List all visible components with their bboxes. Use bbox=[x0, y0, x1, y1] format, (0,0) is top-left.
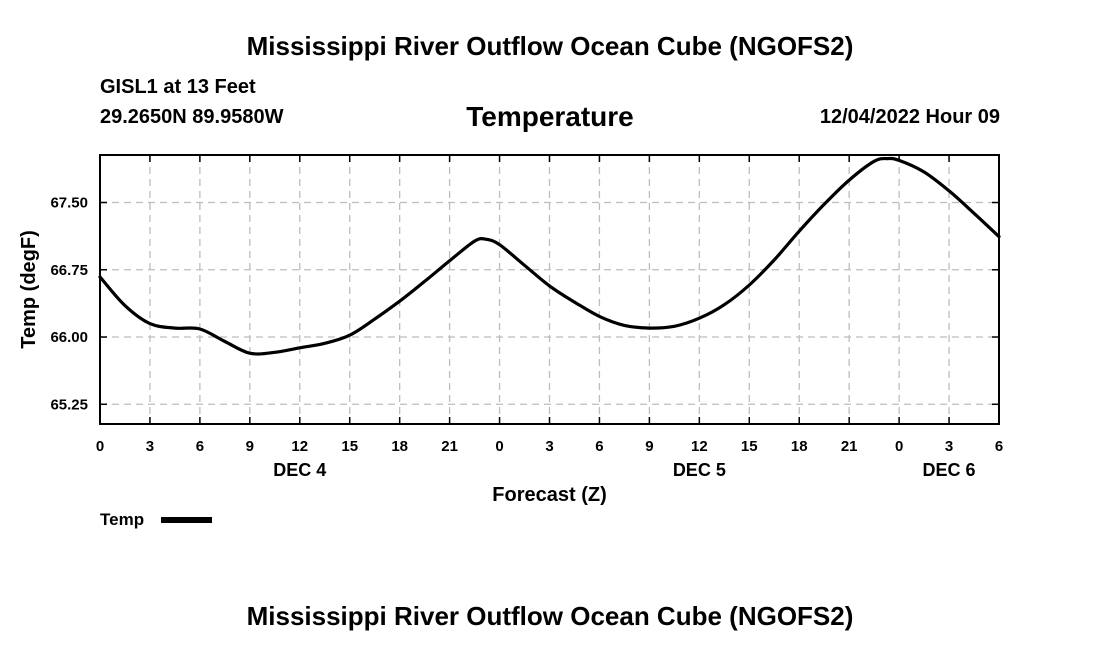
x-tick-label: 12 bbox=[691, 438, 708, 455]
forecast-datetime: 12/04/2022 Hour 09 bbox=[819, 106, 1000, 128]
y-tick-label: 66.75 bbox=[50, 262, 88, 279]
legend-label-temp: Temp bbox=[100, 510, 144, 529]
x-tick-label: 12 bbox=[291, 438, 308, 455]
y-tick-label: 67.50 bbox=[50, 195, 88, 212]
x-tick-label: 6 bbox=[595, 438, 603, 455]
x-tick-label: 3 bbox=[945, 438, 953, 455]
axis-ticks bbox=[99, 155, 1000, 424]
x-tick-label: 0 bbox=[895, 438, 903, 455]
y-tick-label: 65.25 bbox=[50, 396, 88, 413]
x-tick-label: 6 bbox=[196, 438, 204, 455]
x-tick-label: 0 bbox=[495, 438, 503, 455]
station-label: GISL1 at 13 Feet bbox=[100, 76, 256, 98]
x-tick-label: 9 bbox=[246, 438, 254, 455]
x-tick-label: 21 bbox=[841, 438, 858, 455]
chart-title: Mississippi River Outflow Ocean Cube (NG… bbox=[246, 31, 854, 61]
legend: Temp bbox=[100, 510, 212, 529]
variable-title: Temperature bbox=[466, 101, 634, 132]
x-axis-title: Forecast (Z) bbox=[492, 484, 606, 506]
x-tick-label: 3 bbox=[146, 438, 154, 455]
y-axis-title: Temp (degF) bbox=[18, 230, 40, 349]
day-label: DEC 5 bbox=[673, 460, 726, 480]
y-tick-label: 66.00 bbox=[50, 329, 88, 346]
station-coords: 29.2650N 89.9580W bbox=[100, 106, 284, 128]
day-label: DEC 6 bbox=[923, 460, 976, 480]
axis-labels: 0 3 6 9 12 15 18 21 0 3 6 9 12 15 18 21 0 3 6 65.25 66.00 66.… bbox=[50, 195, 1003, 480]
grid-lines bbox=[100, 155, 999, 424]
x-tick-label: 15 bbox=[341, 438, 358, 455]
day-label: DEC 4 bbox=[273, 460, 326, 480]
x-tick-label: 18 bbox=[791, 438, 808, 455]
x-tick-label: 9 bbox=[645, 438, 653, 455]
x-tick-label: 15 bbox=[741, 438, 758, 455]
x-tick-label: 21 bbox=[441, 438, 458, 455]
x-tick-label: 0 bbox=[96, 438, 104, 455]
temp-series-line bbox=[98, 156, 1001, 356]
x-tick-label: 6 bbox=[995, 438, 1003, 455]
x-tick-label: 18 bbox=[391, 438, 408, 455]
footer-title: Mississippi River Outflow Ocean Cube (NG… bbox=[246, 601, 854, 631]
x-tick-label: 3 bbox=[545, 438, 553, 455]
